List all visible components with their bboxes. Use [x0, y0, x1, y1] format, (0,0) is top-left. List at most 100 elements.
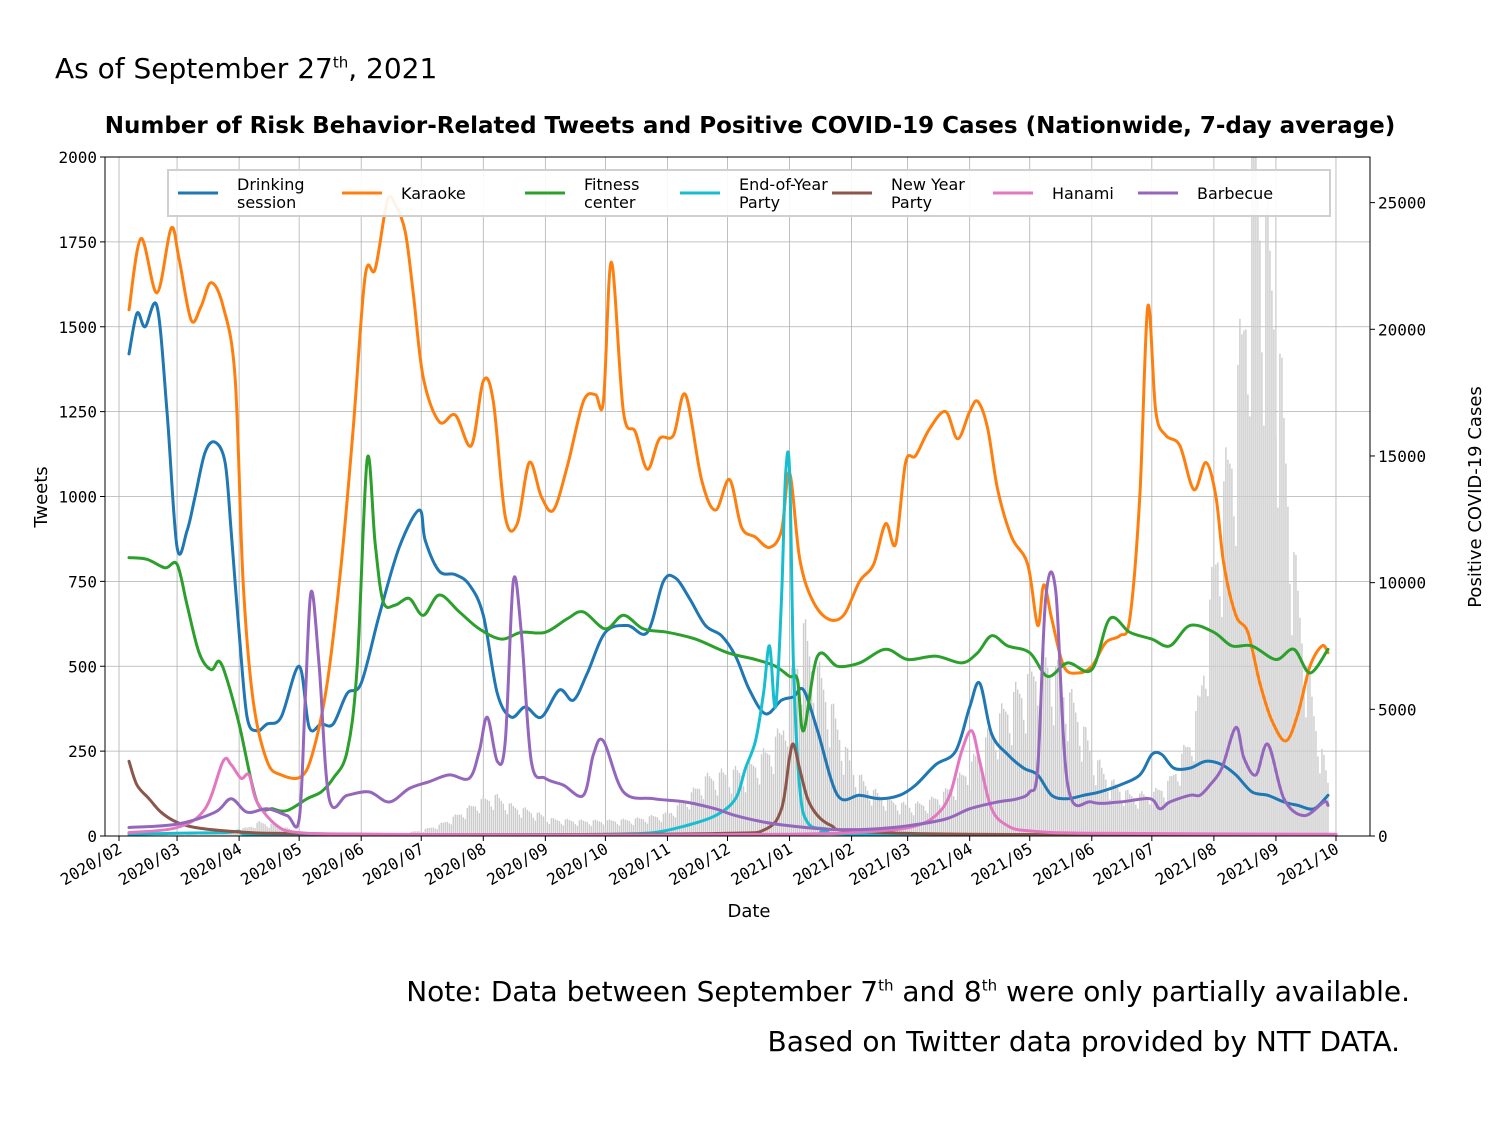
case-bar	[752, 765, 755, 836]
case-bar	[276, 825, 278, 836]
case-bar	[1229, 463, 1231, 836]
case-bar	[702, 799, 705, 836]
case-bar	[1273, 329, 1275, 836]
case-bar	[616, 823, 619, 836]
case-bar	[1283, 417, 1285, 836]
case-bar	[620, 819, 623, 836]
case-bar	[662, 813, 665, 836]
case-bar	[560, 823, 563, 836]
series-line-karaoke	[127, 194, 1330, 780]
legend-label-drinking-session-line2: session	[237, 193, 296, 212]
note-sup-1: th	[878, 976, 894, 995]
case-bar	[644, 821, 647, 836]
case-bar	[904, 804, 907, 836]
case-bar	[886, 797, 889, 836]
case-bar	[622, 818, 625, 836]
case-bar	[1231, 468, 1233, 836]
case-bar	[1321, 748, 1323, 836]
case-bar	[920, 804, 923, 836]
case-bar	[1239, 318, 1241, 836]
case-bar	[782, 730, 785, 836]
case-bar	[424, 829, 426, 836]
legend-label-hanami: Hanami	[1052, 184, 1114, 203]
case-bar	[810, 671, 813, 836]
case-bar	[894, 804, 897, 836]
case-bar	[1121, 800, 1123, 836]
case-bar	[176, 834, 178, 836]
case-bar	[744, 792, 747, 836]
case-bar	[680, 802, 683, 836]
x-tick-label: 2021/10	[1274, 839, 1342, 889]
case-bar	[1117, 788, 1119, 836]
case-bar	[872, 790, 875, 836]
case-bar	[544, 818, 547, 836]
case-bar	[738, 772, 741, 836]
case-bar	[916, 801, 919, 836]
case-bar	[1157, 789, 1159, 836]
case-bar	[1051, 706, 1053, 836]
case-bar	[1085, 727, 1087, 836]
legend-label-drinking-session: Drinking	[237, 175, 305, 194]
case-bar	[1075, 712, 1077, 836]
note-text-b: and 8	[893, 975, 982, 1008]
case-bar	[748, 760, 751, 836]
case-bar	[812, 702, 815, 836]
case-bar	[468, 805, 470, 836]
case-bar	[492, 809, 495, 836]
x-tick-label: 2021/06	[1030, 839, 1098, 889]
case-bar	[1237, 364, 1239, 836]
case-bar	[672, 815, 675, 836]
case-bar	[700, 795, 703, 836]
case-bar	[1315, 731, 1317, 836]
case-bar	[874, 788, 877, 836]
case-bar	[1227, 459, 1229, 836]
case-bar	[786, 746, 789, 836]
case-bar	[1023, 719, 1025, 836]
case-bar	[558, 821, 561, 836]
case-bar	[780, 734, 783, 836]
case-bar	[472, 806, 474, 836]
case-bar	[208, 833, 210, 836]
case-bar	[568, 820, 571, 836]
case-bar	[991, 733, 993, 836]
case-bar	[1277, 507, 1279, 836]
case-bar	[646, 823, 649, 836]
case-bar	[1249, 416, 1251, 836]
case-bar	[772, 773, 775, 836]
case-bar	[554, 819, 557, 836]
case-bar	[606, 820, 609, 836]
case-bar	[590, 825, 593, 836]
case-bar	[1201, 685, 1203, 836]
case-bar	[806, 640, 809, 836]
x-tick-label: 2021/09	[1214, 839, 1282, 889]
case-bar	[674, 817, 677, 836]
case-bar	[892, 802, 895, 836]
case-bar	[866, 790, 869, 836]
case-bar	[890, 800, 893, 836]
case-bar	[876, 793, 879, 836]
x-tick-label: 2020/07	[359, 839, 427, 889]
case-bar	[1113, 779, 1115, 836]
case-bar	[556, 820, 559, 836]
case-bar	[762, 748, 765, 836]
case-bar	[1099, 759, 1101, 836]
case-bar	[1041, 654, 1043, 836]
case-bar	[186, 834, 188, 836]
case-bar	[1139, 793, 1141, 836]
case-bar	[584, 821, 587, 836]
chart-title: Number of Risk Behavior-Related Tweets a…	[104, 113, 1396, 139]
case-bar	[1093, 775, 1095, 836]
case-bar	[442, 822, 444, 836]
case-bar	[1061, 686, 1063, 836]
case-bar	[194, 834, 196, 836]
case-bar	[778, 732, 781, 836]
case-bar	[936, 799, 939, 836]
x-tick-label: 2021/04	[908, 839, 976, 889]
case-bar	[1015, 681, 1017, 836]
case-bar	[1115, 784, 1117, 836]
case-bar	[764, 752, 767, 836]
case-bar	[980, 768, 983, 836]
case-bar	[598, 821, 601, 836]
case-bar	[1259, 240, 1261, 836]
case-bar	[956, 777, 959, 836]
